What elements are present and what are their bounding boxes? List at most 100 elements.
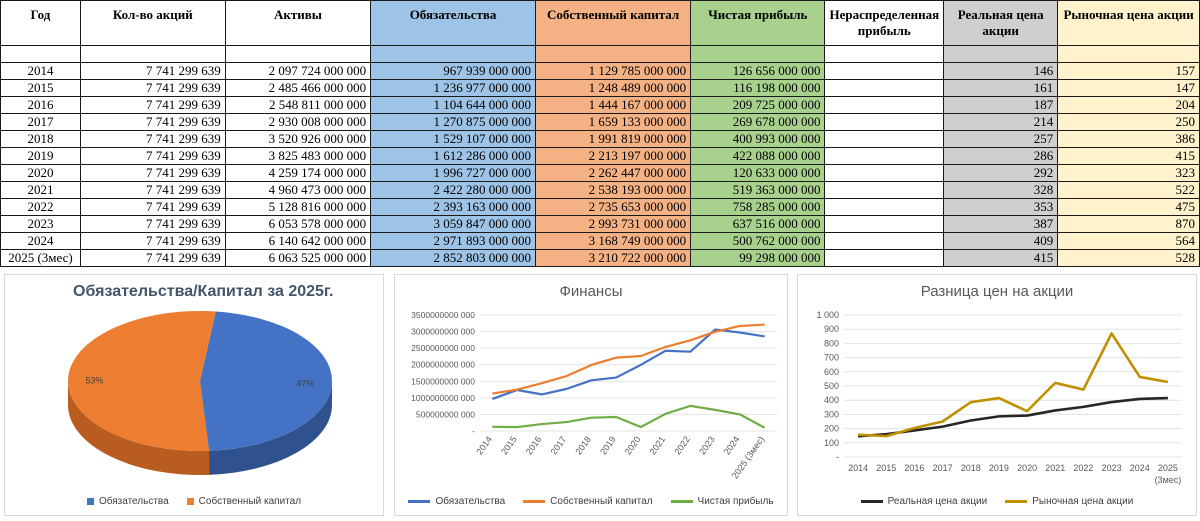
- cell-assets[interactable]: 3 825 483 000 000: [224, 147, 372, 165]
- cell-real-price[interactable]: 187: [943, 96, 1059, 114]
- cell-net-profit[interactable]: 400 993 000 000: [690, 130, 826, 148]
- cell-market-price[interactable]: 386: [1057, 130, 1200, 148]
- cell-equity[interactable]: 2 538 193 000 000: [535, 181, 692, 199]
- cell-liabilities[interactable]: 1 104 644 000 000: [370, 96, 537, 114]
- cell[interactable]: [224, 45, 372, 63]
- cell-year[interactable]: 2024: [0, 232, 81, 250]
- header-net-profit[interactable]: Чистая прибыль: [690, 0, 826, 46]
- cell-real-price[interactable]: 387: [943, 215, 1059, 233]
- cell-year[interactable]: 2021: [0, 181, 81, 199]
- cell-retained[interactable]: [824, 96, 945, 114]
- cell-assets[interactable]: 6 140 642 000 000: [224, 232, 372, 250]
- cell-net-profit[interactable]: 126 656 000 000: [690, 62, 826, 80]
- cell-equity[interactable]: 2 993 731 000 000: [535, 215, 692, 233]
- cell-liabilities[interactable]: 2 852 803 000 000: [370, 249, 537, 267]
- cell-equity[interactable]: 3 210 722 000 000: [535, 249, 692, 267]
- cell-real-price[interactable]: 146: [943, 62, 1059, 80]
- cell-liabilities[interactable]: 2 971 893 000 000: [370, 232, 537, 250]
- header-equity[interactable]: Собственный капитал: [535, 0, 692, 46]
- cell-shares[interactable]: 7 741 299 639: [79, 130, 226, 148]
- cell-year[interactable]: 2018: [0, 130, 81, 148]
- cell-retained[interactable]: [824, 232, 945, 250]
- cell-retained[interactable]: [824, 147, 945, 165]
- cell-real-price[interactable]: 286: [943, 147, 1059, 165]
- cell-year[interactable]: 2023: [0, 215, 81, 233]
- cell-assets[interactable]: 2 485 466 000 000: [224, 79, 372, 97]
- cell-equity[interactable]: 3 168 749 000 000: [535, 232, 692, 250]
- header-year[interactable]: Год: [0, 0, 81, 46]
- cell-real-price[interactable]: 214: [943, 113, 1059, 131]
- cell-assets[interactable]: 6 063 525 000 000: [224, 249, 372, 267]
- cell-net-profit[interactable]: 758 285 000 000: [690, 198, 826, 216]
- cell-year[interactable]: 2020: [0, 164, 81, 182]
- cell-equity[interactable]: 1 444 167 000 000: [535, 96, 692, 114]
- cell-liabilities[interactable]: 2 393 163 000 000: [370, 198, 537, 216]
- cell-equity[interactable]: 2 262 447 000 000: [535, 164, 692, 182]
- cell-shares[interactable]: 7 741 299 639: [79, 113, 226, 131]
- cell[interactable]: [824, 45, 945, 63]
- cell-retained[interactable]: [824, 130, 945, 148]
- cell-liabilities[interactable]: 2 422 280 000 000: [370, 181, 537, 199]
- header-retained[interactable]: Нераспределенная прибыль: [824, 0, 945, 46]
- cell-assets[interactable]: 2 097 724 000 000: [224, 62, 372, 80]
- cell-net-profit[interactable]: 422 088 000 000: [690, 147, 826, 165]
- cell-net-profit[interactable]: 637 516 000 000: [690, 215, 826, 233]
- cell[interactable]: [943, 45, 1059, 63]
- cell-shares[interactable]: 7 741 299 639: [79, 147, 226, 165]
- series-line-1[interactable]: [858, 332, 1169, 438]
- cell-shares[interactable]: 7 741 299 639: [79, 164, 226, 182]
- cell-liabilities[interactable]: 1 270 875 000 000: [370, 113, 537, 131]
- cell-assets[interactable]: 4 960 473 000 000: [224, 181, 372, 199]
- cell-shares[interactable]: 7 741 299 639: [79, 62, 226, 80]
- pie-slice-equity[interactable]: [67, 311, 216, 451]
- header-shares[interactable]: Кол-во акций: [79, 0, 226, 46]
- cell-assets[interactable]: 2 930 008 000 000: [224, 113, 372, 131]
- cell-market-price[interactable]: 204: [1057, 96, 1200, 114]
- header-real-price[interactable]: Реальная цена акции: [943, 0, 1059, 46]
- cell-assets[interactable]: 6 053 578 000 000: [224, 215, 372, 233]
- cell-shares[interactable]: 7 741 299 639: [79, 181, 226, 199]
- cell[interactable]: [1057, 45, 1200, 63]
- cell-equity[interactable]: 1 991 819 000 000: [535, 130, 692, 148]
- cell[interactable]: [370, 45, 537, 63]
- cell-retained[interactable]: [824, 113, 945, 131]
- pie-chart-panel[interactable]: Обязательства/Капитал за 2025г. 47% 53% О…: [4, 274, 384, 516]
- cell-net-profit[interactable]: 209 725 000 000: [690, 96, 826, 114]
- cell-net-profit[interactable]: 116 198 000 000: [690, 79, 826, 97]
- cell-market-price[interactable]: 870: [1057, 215, 1200, 233]
- cell-market-price[interactable]: 528: [1057, 249, 1200, 267]
- cell[interactable]: [535, 45, 692, 63]
- cell-liabilities[interactable]: 1 612 286 000 000: [370, 147, 537, 165]
- cell-assets[interactable]: 3 520 926 000 000: [224, 130, 372, 148]
- price-chart-panel[interactable]: Разница цен на акции - 100 200 300 400 500 600…: [797, 274, 1197, 516]
- cell-equity[interactable]: 1 659 133 000 000: [535, 113, 692, 131]
- cell-market-price[interactable]: 475: [1057, 198, 1200, 216]
- cell-market-price[interactable]: 323: [1057, 164, 1200, 182]
- cell-market-price[interactable]: 147: [1057, 79, 1200, 97]
- cell[interactable]: [0, 45, 81, 63]
- cell-net-profit[interactable]: 120 633 000 000: [690, 164, 826, 182]
- cell-net-profit[interactable]: 99 298 000 000: [690, 249, 826, 267]
- cell-retained[interactable]: [824, 164, 945, 182]
- cell-shares[interactable]: 7 741 299 639: [79, 198, 226, 216]
- cell-shares[interactable]: 7 741 299 639: [79, 232, 226, 250]
- cell-equity[interactable]: 1 248 489 000 000: [535, 79, 692, 97]
- cell-year[interactable]: 2014: [0, 62, 81, 80]
- cell-net-profit[interactable]: 500 762 000 000: [690, 232, 826, 250]
- cell-net-profit[interactable]: 519 363 000 000: [690, 181, 826, 199]
- cell-retained[interactable]: [824, 79, 945, 97]
- finance-chart-panel[interactable]: Финансы - 500000000 000 1000000000 000 1500…: [394, 274, 788, 516]
- cell-liabilities[interactable]: 1 529 107 000 000: [370, 130, 537, 148]
- cell-equity[interactable]: 2 735 653 000 000: [535, 198, 692, 216]
- header-liabilities[interactable]: Обязательства: [370, 0, 537, 46]
- pie-slice-liabilities[interactable]: [200, 311, 332, 451]
- series-line-2[interactable]: [492, 404, 766, 429]
- cell-retained[interactable]: [824, 198, 945, 216]
- cell-retained[interactable]: [824, 249, 945, 267]
- cell-liabilities[interactable]: 3 059 847 000 000: [370, 215, 537, 233]
- cell[interactable]: [690, 45, 826, 63]
- cell-retained[interactable]: [824, 215, 945, 233]
- cell-liabilities[interactable]: 1 996 727 000 000: [370, 164, 537, 182]
- cell-retained[interactable]: [824, 181, 945, 199]
- cell-shares[interactable]: 7 741 299 639: [79, 79, 226, 97]
